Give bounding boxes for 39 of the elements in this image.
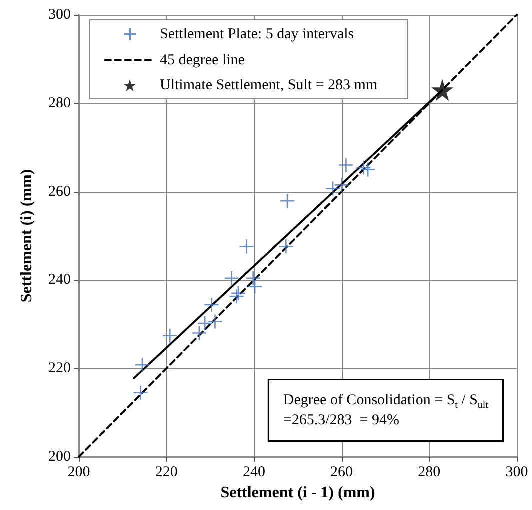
point — [356, 160, 372, 176]
point — [360, 162, 376, 178]
y-tick-label: 220 — [48, 360, 71, 377]
x-tick-label: 240 — [242, 464, 266, 480]
point — [229, 288, 244, 304]
x-tick-label: 300 — [506, 464, 528, 480]
point — [278, 238, 294, 254]
x-tick-label: 260 — [330, 464, 354, 480]
point — [134, 357, 150, 373]
annotation: =265.3/283 = 94% — [283, 412, 400, 428]
point — [247, 279, 263, 294]
point — [334, 178, 350, 193]
y-tick-label: 260 — [48, 184, 71, 200]
point — [246, 270, 261, 286]
point — [230, 286, 246, 302]
point — [338, 158, 354, 173]
legend-label: Settlement Plate: 5 day intervals — [160, 26, 354, 42]
x-axis-title: Settlement (i - 1) (mm) — [220, 484, 376, 502]
point — [432, 79, 454, 102]
legend-label: Ultimate Settlement, Sult = 283 mm — [160, 78, 378, 94]
legend-label: 45 degree line — [160, 52, 246, 68]
point — [204, 297, 220, 313]
x-tick-label: 220 — [155, 464, 178, 480]
x-tick-label: 200 — [68, 464, 90, 480]
point — [162, 328, 178, 344]
x-tick-label: 280 — [418, 464, 441, 480]
point — [208, 314, 223, 330]
point — [197, 316, 213, 332]
y-axis-title: Settlement (i) (mm) — [18, 169, 36, 303]
point — [325, 181, 341, 196]
point — [192, 326, 208, 341]
y-tick-label: 200 — [48, 449, 71, 465]
point — [224, 270, 240, 286]
point — [280, 193, 296, 209]
point — [133, 385, 148, 401]
y-tick-label: 240 — [48, 272, 71, 288]
y-tick-label: 280 — [48, 95, 71, 112]
y-tick-label: 300 — [48, 7, 71, 23]
point — [239, 238, 254, 254]
